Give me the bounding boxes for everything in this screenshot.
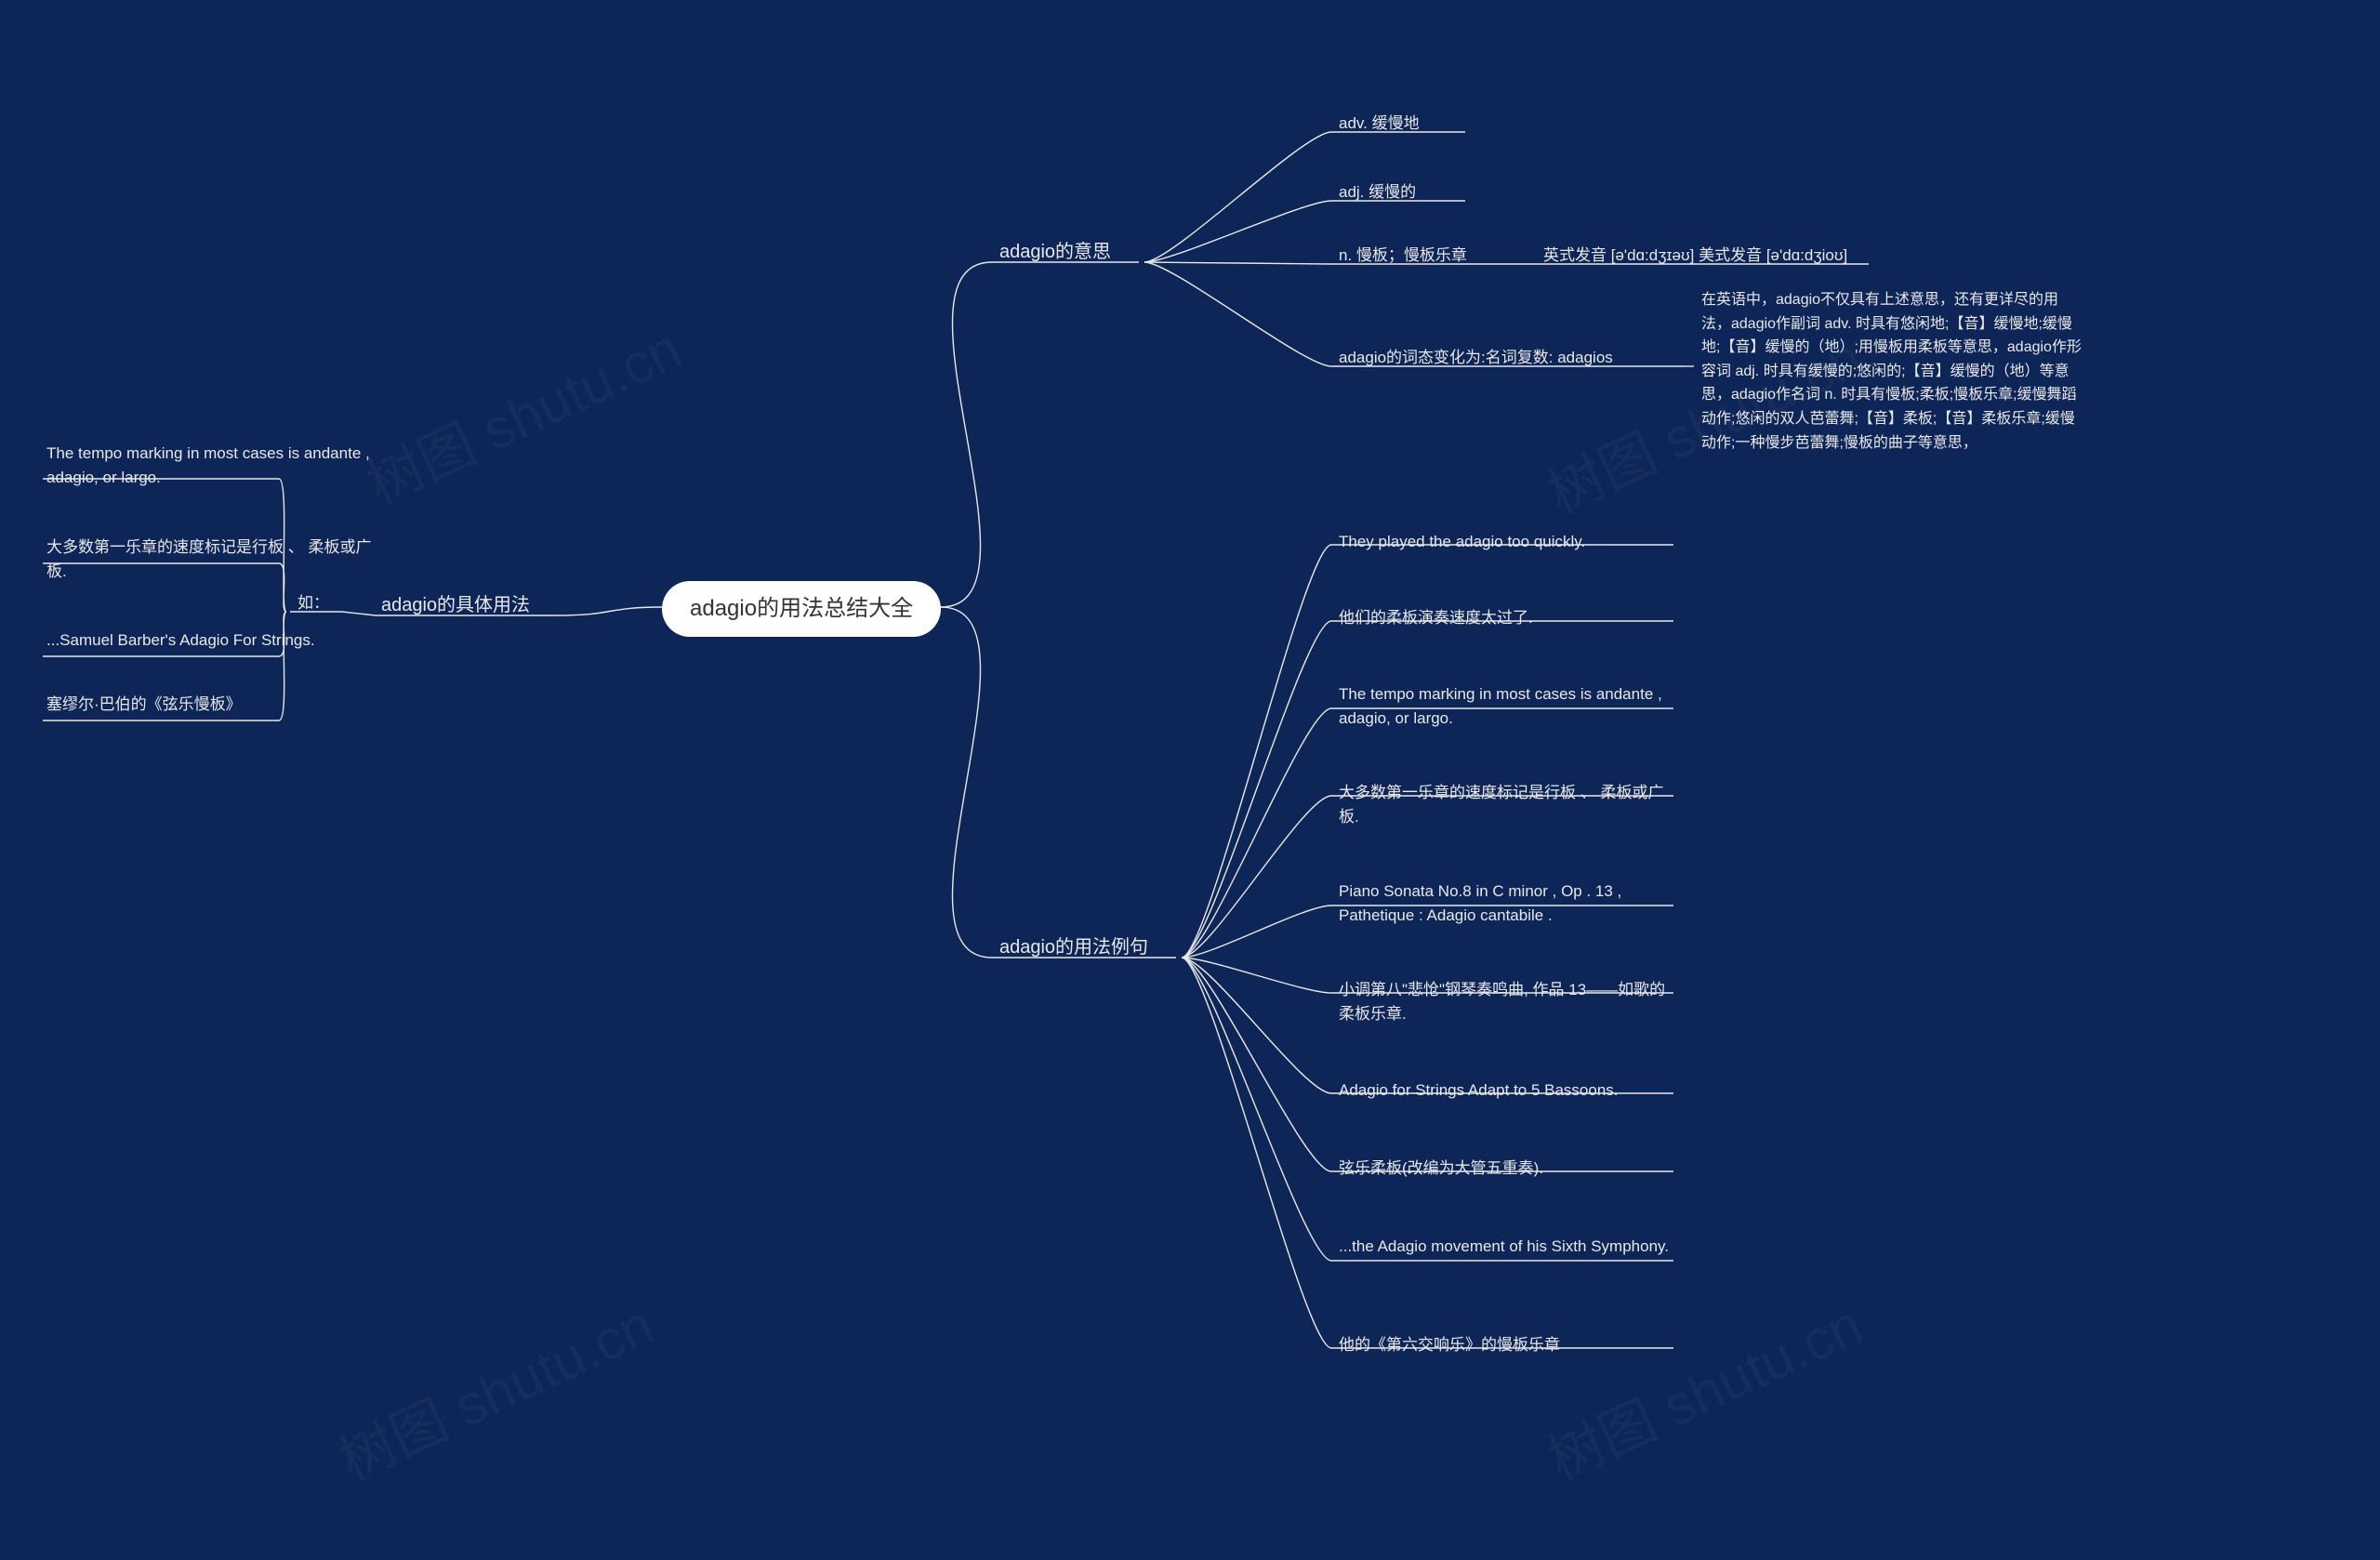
right-1-leaf-9: 他的《第六交响乐》的慢板乐章	[1339, 1333, 1560, 1357]
right-branch-1: adagio的用法例句	[999, 933, 1148, 961]
right-0-leaf-1: adj. 缓慢的	[1339, 180, 1416, 205]
left-leaf-2: ...Samuel Barber's Adagio For Strings.	[46, 628, 315, 653]
right-1-leaf-5: 小调第八"悲怆"钢琴奏鸣曲, 作品 13——如歌的柔板乐章.	[1339, 978, 1673, 1025]
right-0-leaf-2-tail: 英式发音 [ə'dɑ:dʒɪəʊ] 美式发音 [ə'dɑ:dʒioʊ]	[1543, 244, 1847, 268]
right-0-leaf-3-tail: 在英语中，adagio不仅具有上述意思，还有更详尽的用法，adagio作副词 a…	[1701, 288, 2082, 455]
right-0-leaf-2: n. 慢板；慢板乐章	[1339, 244, 1467, 268]
left-connector-label: 如：	[298, 591, 329, 615]
right-1-leaf-6: Adagio for Strings Adapt to 5 Bassoons.	[1339, 1078, 1619, 1103]
right-0-leaf-0: adv. 缓慢地	[1339, 112, 1420, 136]
left-leaf-3: 塞缪尔·巴伯的《弦乐慢板》	[46, 693, 242, 717]
mindmap-edges	[0, 0, 2380, 1560]
right-1-leaf-4: Piano Sonata No.8 in C minor , Op . 13 ,…	[1339, 879, 1673, 927]
right-1-leaf-1: 他们的柔板演奏速度太过了.	[1339, 606, 1533, 630]
right-1-leaf-0: They played the adagio too quickly.	[1339, 530, 1585, 554]
right-1-leaf-2: The tempo marking in most cases is andan…	[1339, 682, 1673, 730]
right-1-leaf-3: 大多数第一乐章的速度标记是行板 、 柔板或广板.	[1339, 781, 1673, 828]
right-1-leaf-8: ...the Adagio movement of his Sixth Symp…	[1339, 1235, 1669, 1259]
right-1-leaf-7: 弦乐柔板(改编为大管五重奏).	[1339, 1157, 1543, 1181]
right-branch-0: adagio的意思	[999, 238, 1111, 266]
right-0-leaf-3: adagio的词态变化为:名词复数: adagios	[1339, 346, 1613, 370]
left-leaf-1: 大多数第一乐章的速度标记是行板 、 柔板或广板.	[46, 535, 381, 583]
left-branch: adagio的具体用法	[381, 591, 530, 619]
left-leaf-0: The tempo marking in most cases is andan…	[46, 442, 381, 489]
root-node: adagio的用法总结大全	[662, 581, 941, 637]
